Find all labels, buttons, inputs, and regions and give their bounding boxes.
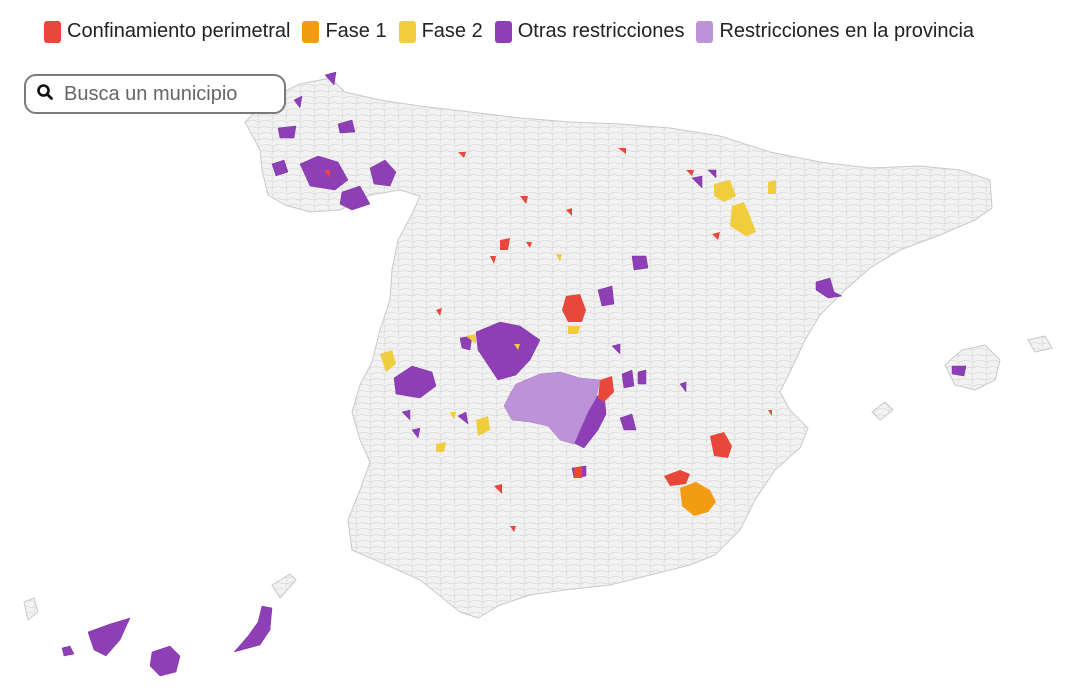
legend-swatch-light-purple <box>696 20 714 43</box>
legend-swatch-orange <box>302 20 320 43</box>
spain-municipalities-map[interactable] <box>0 60 1080 693</box>
legend-item-provincia: Restricciones en la provincia <box>696 20 974 43</box>
legend-item-fase-1: Fase 1 <box>302 20 387 43</box>
legend-label: Fase 2 <box>421 20 483 42</box>
region-confinamiento-perimetral <box>324 148 772 532</box>
legend-swatch-yellow <box>398 20 416 43</box>
region-restricciones-provincia <box>503 371 601 445</box>
legend-item-otras: Otras restricciones <box>494 20 685 43</box>
legend-item-fase-2: Fase 2 <box>398 20 483 43</box>
mallorca-shape <box>944 344 1001 391</box>
region-fase-1 <box>680 482 716 516</box>
legend-label: Confinamiento perimetral <box>67 20 291 42</box>
region-fase-2 <box>380 180 776 452</box>
menorca-shape <box>1027 335 1053 353</box>
ibiza-shape <box>871 401 894 421</box>
legend-swatch-red <box>44 20 61 43</box>
la-palma-shape <box>23 597 39 621</box>
search-box[interactable] <box>24 74 286 114</box>
search-icon <box>36 83 54 106</box>
legend-label: Restricciones en la provincia <box>719 20 975 42</box>
legend-swatch-purple <box>494 20 512 43</box>
legend-label: Otras restricciones <box>517 20 685 42</box>
legend: Confinamiento perimetral Fase 1 Fase 2 O… <box>44 20 986 43</box>
legend-item-confinamiento: Confinamiento perimetral <box>44 20 290 43</box>
region-otras-restricciones <box>61 71 967 677</box>
lanzarote-shape <box>271 573 297 599</box>
legend-label: Fase 1 <box>325 20 387 42</box>
search-input[interactable] <box>62 81 266 107</box>
